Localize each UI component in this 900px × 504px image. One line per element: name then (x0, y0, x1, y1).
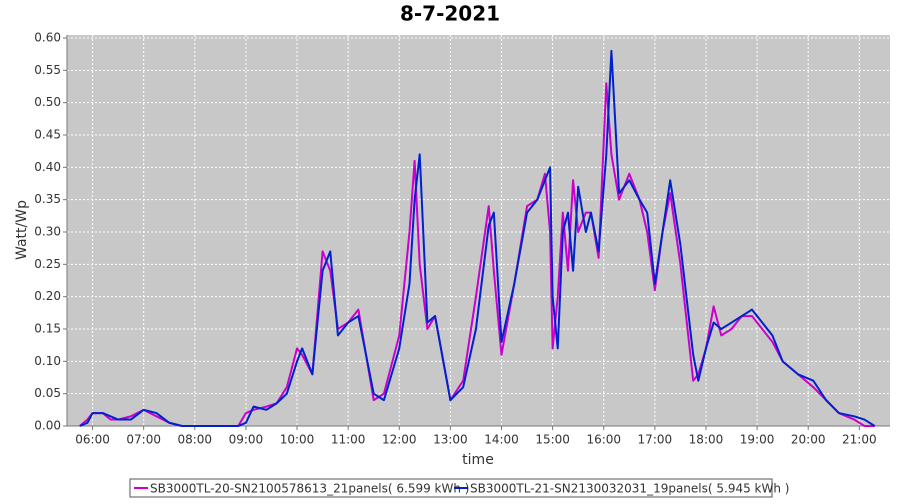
x-tick-label: 15:00 (535, 433, 570, 447)
y-tick-label: 0.30 (34, 225, 61, 239)
y-tick-label: 0.05 (34, 386, 61, 400)
y-tick-label: 0.15 (34, 322, 61, 336)
x-tick-label: 06:00 (75, 433, 110, 447)
x-tick-label: 09:00 (229, 433, 264, 447)
y-axis-label: Watt/Wp (14, 200, 30, 260)
y-tick-label: 0.50 (34, 95, 61, 109)
x-axis-label: time (462, 452, 494, 468)
x-tick-label: 18:00 (689, 433, 724, 447)
x-tick-label: 14:00 (484, 433, 519, 447)
x-tick-label: 08:00 (177, 433, 212, 447)
x-tick-label: 19:00 (740, 433, 775, 447)
y-tick-label: 0.00 (34, 419, 61, 433)
y-tick-label: 0.25 (34, 257, 61, 271)
y-tick-label: 0.55 (34, 63, 61, 77)
x-tick-label: 12:00 (382, 433, 417, 447)
y-tick-label: 0.45 (34, 128, 61, 142)
legend-label: SB3000TL-20-SN2100578613_21panels( 6.599… (150, 482, 469, 496)
x-tick-label: 20:00 (791, 433, 826, 447)
y-tick-label: 0.10 (34, 354, 61, 368)
series-line (79, 49, 876, 427)
x-tick-label: 13:00 (433, 433, 468, 447)
legend (129, 478, 773, 498)
y-tick-label: 0.35 (34, 192, 61, 206)
legend-label: SB3000TL-21-SN2130032031_19panels( 5.945… (470, 482, 789, 496)
x-tick-label: 17:00 (638, 433, 673, 447)
plot-area (67, 35, 890, 426)
x-tick-label: 11:00 (331, 433, 366, 447)
y-tick-label: 0.20 (34, 289, 61, 303)
x-tick-label: 16:00 (586, 433, 621, 447)
x-tick-label: 07:00 (126, 433, 161, 447)
x-tick-label: 10:00 (280, 433, 315, 447)
y-tick-label: 0.60 (34, 31, 61, 45)
y-tick-label: 0.40 (34, 160, 61, 174)
x-tick-label: 21:00 (842, 433, 877, 447)
chart-title: 8-7-2021 (400, 2, 500, 26)
